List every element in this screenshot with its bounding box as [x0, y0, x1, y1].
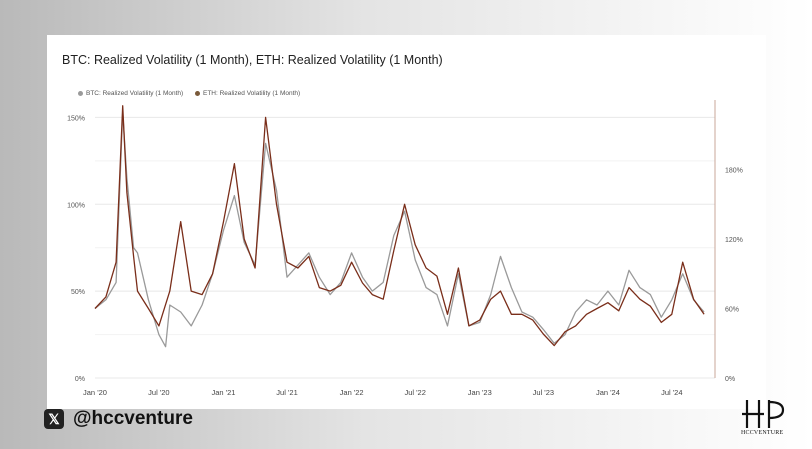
x-tick-label: Jan '24 — [596, 388, 620, 397]
brand-text: HCCVENTURE — [741, 430, 784, 436]
x-tick-label: Jan '21 — [212, 388, 236, 397]
eth-volatility-line — [94, 105, 705, 347]
x-tick-label: Jan '22 — [340, 388, 364, 397]
x-tick-label: Jul '21 — [276, 388, 297, 397]
y-left-tick-label: 0% — [75, 376, 85, 383]
chart-title: BTC: Realized Volatility (1 Month), ETH:… — [62, 53, 443, 67]
y-right-tick-label: 180% — [725, 168, 743, 175]
legend-dot-btc — [78, 91, 83, 96]
legend-item-eth[interactable]: ETH: Realized Volatility (1 Month) — [195, 90, 300, 97]
chart-card: BTC: Realized Volatility (1 Month), ETH:… — [47, 35, 766, 409]
y-left-tick-label: 100% — [67, 202, 85, 209]
y-left-tick-label: 150% — [67, 115, 85, 122]
x-tick-label: Jan '20 — [83, 388, 107, 397]
x-tick-label: Jul '20 — [148, 388, 169, 397]
y-left-tick-label: 50% — [71, 289, 85, 296]
x-tick-label: Jul '22 — [404, 388, 425, 397]
chart-legend: BTC: Realized Volatility (1 Month) ETH: … — [78, 90, 310, 98]
legend-label-eth: ETH: Realized Volatility (1 Month) — [203, 90, 301, 97]
x-tick-label: Jul '24 — [661, 388, 682, 397]
hcc-monogram-logo — [742, 400, 785, 428]
chart-plot: 0% 50% 100% 150% 0% 60% 120% 180% Jan '20 Jul '20… — [67, 100, 743, 397]
x-tick-label: Jul '23 — [533, 388, 554, 397]
social-handle: 𝕏 @hccventure — [44, 408, 193, 430]
legend-dot-eth — [195, 91, 200, 96]
legend-label-btc: BTC: Realized Volatility (1 Month) — [86, 90, 184, 97]
x-logo-icon: 𝕏 — [44, 409, 64, 429]
y-right-tick-label: 0% — [725, 376, 735, 383]
handle-text: @hccventure — [73, 408, 193, 429]
y-right-tick-label: 120% — [725, 237, 743, 244]
legend-item-btc[interactable]: BTC: Realized Volatility (1 Month) — [78, 90, 183, 97]
y-right-tick-label: 60% — [725, 307, 739, 314]
x-tick-label: Jan '23 — [468, 388, 492, 397]
btc-volatility-line — [94, 111, 705, 348]
